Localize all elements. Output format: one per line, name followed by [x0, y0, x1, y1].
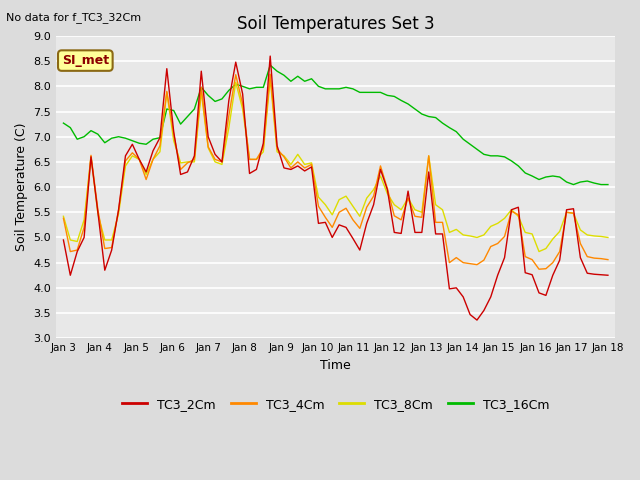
Text: SI_met: SI_met [61, 54, 109, 67]
Y-axis label: Soil Temperature (C): Soil Temperature (C) [15, 123, 28, 252]
Title: Soil Temperatures Set 3: Soil Temperatures Set 3 [237, 15, 435, 33]
X-axis label: Time: Time [320, 359, 351, 372]
Text: No data for f_TC3_32Cm: No data for f_TC3_32Cm [6, 12, 141, 23]
Legend: TC3_2Cm, TC3_4Cm, TC3_8Cm, TC3_16Cm: TC3_2Cm, TC3_4Cm, TC3_8Cm, TC3_16Cm [117, 393, 554, 416]
